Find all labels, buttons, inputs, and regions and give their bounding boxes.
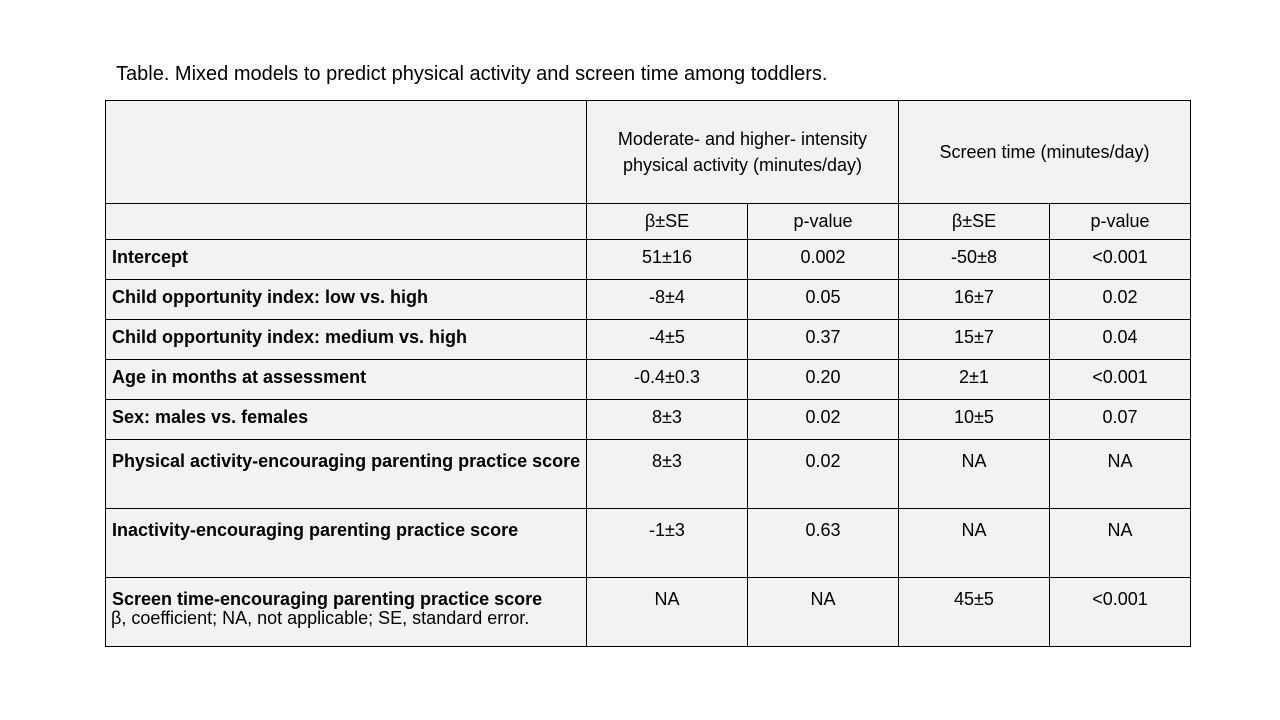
cell-st-pvalue: <0.001 bbox=[1048, 359, 1192, 400]
cell-st-pvalue: NA bbox=[1048, 439, 1192, 509]
cell-pa-beta: 51±16 bbox=[586, 239, 748, 280]
cell-pa-beta: 8±3 bbox=[586, 439, 748, 509]
cell-st-pvalue: 0.02 bbox=[1048, 279, 1192, 320]
cell-st-beta: NA bbox=[898, 439, 1050, 509]
header-physical-activity: Moderate- and higher- intensity physical… bbox=[586, 100, 899, 204]
cell-pa-beta: -8±4 bbox=[586, 279, 748, 320]
table-row: Child opportunity index: low vs. high -8… bbox=[105, 279, 1192, 320]
results-table: Moderate- and higher- intensity physical… bbox=[105, 100, 1192, 647]
row-label: Screen time-encouraging parenting practi… bbox=[105, 577, 587, 647]
table-row: Age in months at assessment -0.4±0.3 0.2… bbox=[105, 359, 1192, 400]
subheader-pa-beta: β±SE bbox=[586, 203, 748, 240]
cell-pa-pvalue: 0.02 bbox=[747, 439, 899, 509]
cell-pa-pvalue: 0.37 bbox=[747, 319, 899, 360]
subheader-pa-pvalue: p-value bbox=[747, 203, 899, 240]
subheader-st-beta: β±SE bbox=[898, 203, 1050, 240]
table-row: Sex: males vs. females 8±3 0.02 10±5 0.0… bbox=[105, 399, 1192, 440]
row-label: Physical activity-encouraging parenting … bbox=[105, 439, 587, 509]
header-screen-time: Screen time (minutes/day) bbox=[897, 100, 1192, 204]
cell-pa-pvalue: 0.63 bbox=[747, 508, 899, 578]
table-row: Inactivity-encouraging parenting practic… bbox=[105, 508, 1192, 578]
table-title: Table. Mixed models to predict physical … bbox=[116, 63, 828, 85]
row-label: Child opportunity index: medium vs. high bbox=[105, 319, 587, 360]
cell-st-beta: 45±5 bbox=[898, 577, 1050, 647]
cell-pa-pvalue: 0.05 bbox=[747, 279, 899, 320]
table-row: Screen time-encouraging parenting practi… bbox=[105, 577, 1192, 647]
cell-st-pvalue: <0.001 bbox=[1048, 239, 1192, 280]
subheader-st-pvalue: p-value bbox=[1048, 203, 1192, 240]
cell-st-beta: 10±5 bbox=[898, 399, 1050, 440]
table-subheader-row: β±SE p-value β±SE p-value bbox=[105, 203, 1192, 240]
header-empty-cell bbox=[105, 100, 587, 204]
cell-pa-beta: -4±5 bbox=[586, 319, 748, 360]
cell-st-beta: 15±7 bbox=[898, 319, 1050, 360]
cell-pa-beta: 8±3 bbox=[586, 399, 748, 440]
cell-st-beta: 16±7 bbox=[898, 279, 1050, 320]
cell-st-pvalue: 0.07 bbox=[1048, 399, 1192, 440]
cell-st-pvalue: NA bbox=[1048, 508, 1192, 578]
table-footnote: β, coefficient; NA, not applicable; SE, … bbox=[111, 608, 530, 628]
table-row: Child opportunity index: medium vs. high… bbox=[105, 319, 1192, 360]
row-label: Sex: males vs. females bbox=[105, 399, 587, 440]
table-row: Intercept 51±16 0.002 -50±8 <0.001 bbox=[105, 239, 1192, 280]
cell-pa-beta: NA bbox=[586, 577, 748, 647]
subheader-empty-cell bbox=[105, 203, 587, 240]
cell-pa-pvalue: 0.02 bbox=[747, 399, 899, 440]
cell-pa-beta: -0.4±0.3 bbox=[586, 359, 748, 400]
row-label: Child opportunity index: low vs. high bbox=[105, 279, 587, 320]
cell-pa-pvalue: 0.002 bbox=[747, 239, 899, 280]
cell-st-pvalue: 0.04 bbox=[1048, 319, 1192, 360]
cell-pa-pvalue: 0.20 bbox=[747, 359, 899, 400]
table-row: Physical activity-encouraging parenting … bbox=[105, 439, 1192, 509]
cell-pa-pvalue: NA bbox=[747, 577, 899, 647]
cell-st-beta: -50±8 bbox=[898, 239, 1050, 280]
table-header-row: Moderate- and higher- intensity physical… bbox=[105, 100, 1192, 204]
row-label: Inactivity-encouraging parenting practic… bbox=[105, 508, 587, 578]
cell-st-beta: NA bbox=[898, 508, 1050, 578]
cell-pa-beta: -1±3 bbox=[586, 508, 748, 578]
cell-st-beta: 2±1 bbox=[898, 359, 1050, 400]
row-label: Age in months at assessment bbox=[105, 359, 587, 400]
row-label: Intercept bbox=[105, 239, 587, 280]
cell-st-pvalue: <0.001 bbox=[1048, 577, 1192, 647]
